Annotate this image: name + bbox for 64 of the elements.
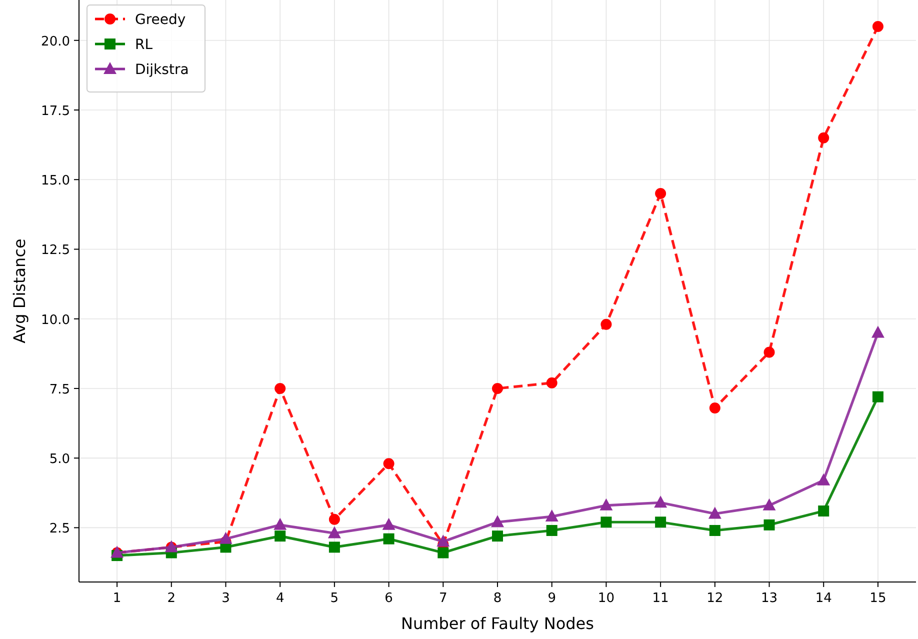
point	[546, 524, 558, 536]
point	[436, 534, 450, 547]
point	[382, 518, 396, 530]
x-tick-label: 5	[330, 591, 339, 606]
point	[817, 473, 830, 486]
point	[328, 542, 340, 553]
point	[818, 505, 830, 516]
y-tick-label: 5.0	[49, 452, 70, 468]
x-tick-label: 1	[112, 591, 122, 606]
y-tick-label: 17.5	[41, 104, 70, 119]
x-tick-label: 10	[598, 591, 614, 606]
legend-label: Dijkstra	[135, 62, 189, 78]
point	[545, 510, 558, 522]
point	[654, 496, 668, 508]
y-tick-label: 15.0	[41, 174, 70, 189]
point	[709, 402, 720, 414]
legend-label: RL	[135, 37, 153, 53]
y-tick-label: 10.0	[41, 312, 70, 328]
x-tick-label: 14	[815, 591, 832, 606]
point	[764, 519, 775, 530]
y-tick-label: 2.5	[49, 522, 70, 537]
y-axis-title: Avg Distance	[10, 238, 29, 344]
point	[872, 20, 884, 32]
point	[383, 458, 394, 470]
x-tick-label: 2	[167, 591, 176, 606]
y-tick-label: 20.0	[41, 34, 70, 50]
point	[274, 518, 287, 530]
point	[328, 526, 341, 538]
point	[818, 132, 830, 144]
legend-label: Greedy	[135, 12, 186, 28]
x-axis-title: Number of Faulty Nodes	[401, 614, 594, 633]
point	[546, 377, 558, 388]
point	[328, 514, 340, 525]
x-tick-label: 3	[222, 591, 230, 606]
point	[708, 506, 722, 519]
point	[492, 382, 503, 394]
point	[383, 533, 394, 544]
point	[274, 382, 286, 394]
x-tick-label: 7	[439, 591, 448, 606]
point	[871, 326, 884, 338]
point	[600, 318, 612, 330]
point	[709, 524, 720, 536]
point	[600, 498, 613, 510]
x-tick-label: 12	[706, 591, 724, 606]
point	[438, 547, 449, 558]
point	[274, 530, 286, 542]
x-tick-label: 6	[384, 591, 393, 606]
point	[762, 498, 776, 510]
y-tick-label: 7.5	[49, 382, 70, 398]
point	[655, 188, 666, 200]
point	[600, 516, 612, 528]
point	[492, 530, 503, 542]
x-tick-label: 13	[760, 591, 778, 606]
x-tick-label: 11	[652, 591, 669, 606]
x-tick-label: 15	[870, 591, 886, 606]
x-tick-label: 8	[493, 591, 502, 606]
point	[491, 515, 504, 528]
x-tick-label: 9	[548, 591, 556, 606]
x-tick-label: 4	[276, 591, 284, 606]
point	[219, 532, 232, 544]
point	[764, 346, 775, 358]
point	[655, 516, 666, 528]
y-tick-label: 12.5	[41, 243, 70, 258]
point	[872, 391, 884, 402]
